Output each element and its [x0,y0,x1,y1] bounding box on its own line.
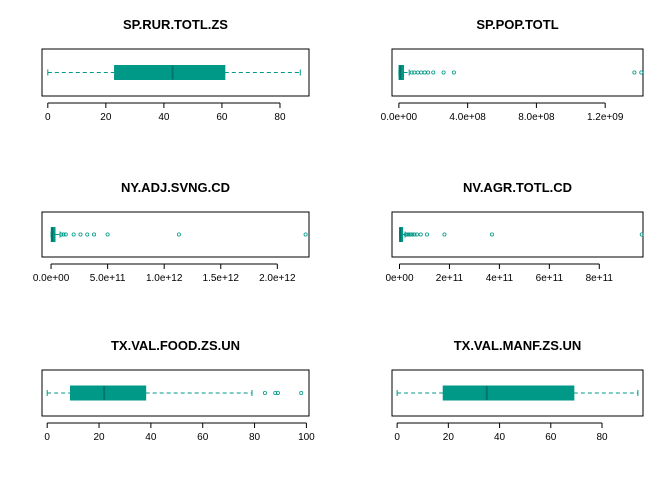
x-tick-label: 4.0e+08 [449,112,486,123]
outlier-point [422,70,427,75]
outlier-point [632,70,637,75]
plot-frame [41,211,310,258]
x-tick-label: 1.2e+09 [587,112,624,123]
panel-title: SP.RUR.TOTL.ZS [123,17,228,32]
boxplot-panel: SP.POP.TOTL 0.0e+00 4.0e+08 8.0e+08 1.2e+09 [381,17,644,123]
x-tick-label: 100 [298,432,315,443]
x-tick-label: 1.5e+12 [203,273,240,284]
outlier-point [105,232,110,237]
x-tick-label: 20 [443,432,455,443]
outlier-point [409,70,414,75]
plot-frame [391,211,644,258]
x-tick-label: 20 [93,432,105,443]
outlier-point [408,232,413,237]
x-tick-label: 5.0e+11 [90,273,126,284]
outlier-point [639,232,644,237]
outlier-point [85,232,90,237]
outlier-point [426,70,431,75]
outlier-point [303,232,308,237]
x-tick-label: 0 [45,112,51,123]
outlier-point [78,232,83,237]
panel-title: TX.VAL.FOOD.ZS.UN [111,338,240,353]
boxplot-panel: SP.RUR.TOTL.ZS 0 20 40 60 80 [41,17,310,123]
plot-frame [41,48,310,97]
outlier-point [92,232,97,237]
boxplot-panel: TX.VAL.MANF.ZS.UN 0 20 40 60 80 [391,338,644,443]
x-tick-label: 80 [596,432,608,443]
outlier-point [176,232,181,237]
outlier-point [414,232,419,237]
outlier-point [410,232,415,237]
x-tick-label: 80 [249,432,261,443]
outlier-point [442,232,447,237]
outlier-point [71,232,76,237]
x-tick-label: 4e+11 [486,273,514,284]
boxplot-panel: NV.AGR.TOTL.CD 0e+00 2e+11 4e+11 6e+11 8e+11 [385,180,644,284]
outlier-point [441,70,446,75]
panel-title: NY.ADJ.SVNG.CD [121,180,230,195]
outlier-point [418,232,423,237]
outlier-point [275,390,280,395]
outlier-point [639,70,644,75]
iqr-box [442,385,575,401]
x-tick-label: 40 [158,112,170,123]
x-tick-label: 8e+11 [586,273,614,284]
x-tick-label: 20 [100,112,112,123]
outlier-point [59,232,64,237]
outlier-point [299,390,304,395]
x-tick-label: 60 [545,432,557,443]
outlier-point [415,70,420,75]
x-tick-label: 0.0e+00 [33,273,70,284]
x-tick-label: 2e+11 [436,273,464,284]
x-tick-label: 80 [274,112,286,123]
x-tick-label: 2.0e+12 [259,273,296,284]
x-tick-label: 60 [216,112,228,123]
iqr-box [398,65,405,80]
x-tick-label: 6e+11 [536,273,564,284]
x-tick-label: 0.0e+00 [381,112,418,123]
boxplot-panel: TX.VAL.FOOD.ZS.UN 0 20 40 60 80 100 [41,338,315,443]
outlier-point [431,70,436,75]
outlier-point [489,232,494,237]
outlier-point [451,70,456,75]
panel-title: NV.AGR.TOTL.CD [463,180,572,195]
x-tick-label: 0e+00 [385,273,414,284]
outlier-point [404,232,409,237]
outlier-point [419,70,424,75]
x-tick-label: 60 [197,432,209,443]
x-tick-label: 0 [44,432,50,443]
plot-frame [391,369,644,417]
outlier-point [412,232,417,237]
x-tick-label: 40 [494,432,506,443]
iqr-box [70,385,147,401]
outlier-point [61,232,66,237]
outlier-point [406,232,411,237]
outlier-point [424,232,429,237]
boxplot-panel: NY.ADJ.SVNG.CD 0.0e+00 5.0e+11 1.0e+12 1.5e+… [33,180,310,284]
outlier-point [262,390,267,395]
outlier-point [63,232,68,237]
outlier-point [273,390,278,395]
x-tick-label: 1.0e+12 [146,273,183,284]
panel-title: SP.POP.TOTL [476,17,558,32]
iqr-box [114,65,226,80]
x-tick-label: 0 [394,432,400,443]
x-tick-label: 8.0e+08 [518,112,555,123]
panel-title: TX.VAL.MANF.ZS.UN [454,338,582,353]
x-tick-label: 40 [145,432,157,443]
plot-frame [41,369,310,417]
